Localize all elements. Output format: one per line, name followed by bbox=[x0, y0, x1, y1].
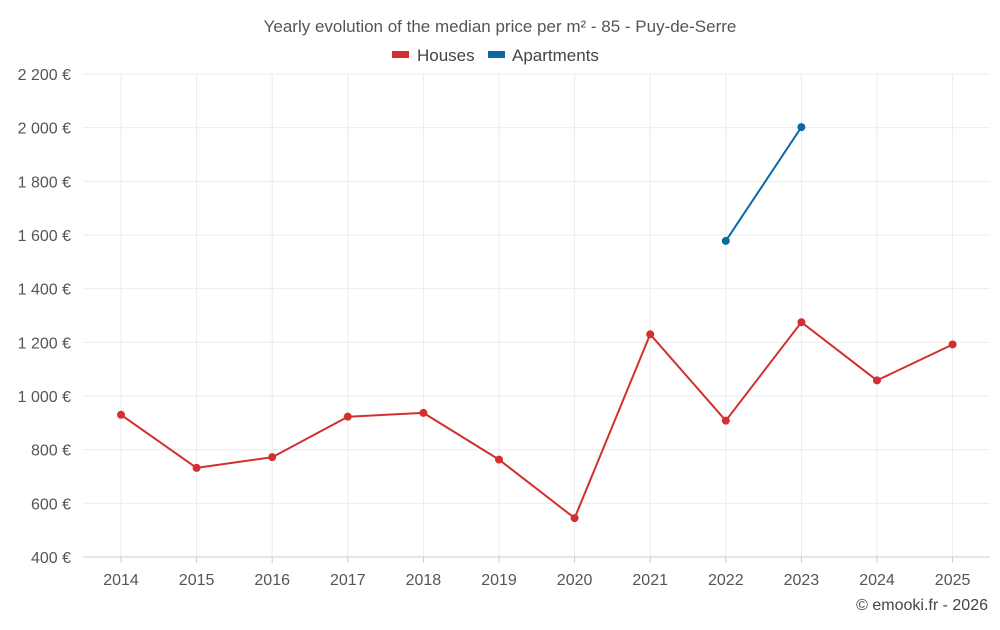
legend-label-apartments[interactable]: Apartments bbox=[512, 46, 599, 65]
x-tick-label-2014: 2014 bbox=[103, 572, 139, 589]
data-point-apartments-2022[interactable] bbox=[721, 236, 730, 245]
series-houses bbox=[117, 318, 957, 523]
x-tick-label-2025: 2025 bbox=[935, 572, 971, 589]
data-point-houses-2022[interactable] bbox=[721, 416, 730, 425]
x-tick-label-2020: 2020 bbox=[557, 572, 593, 589]
data-point-houses-2019[interactable] bbox=[495, 455, 503, 464]
y-tick-label: 1 200 € bbox=[18, 335, 71, 352]
y-tick-label: 1 000 € bbox=[18, 389, 71, 406]
data-point-houses-2021[interactable] bbox=[646, 330, 655, 339]
y-tick-label: 1 600 € bbox=[18, 228, 71, 245]
x-tick-label-2016: 2016 bbox=[254, 572, 290, 589]
y-tick-label: 2 200 € bbox=[18, 67, 71, 84]
legend-swatch-houses[interactable] bbox=[392, 51, 409, 58]
y-tick-label: 1 400 € bbox=[18, 282, 71, 299]
series-layer bbox=[117, 123, 957, 523]
legend: Houses Apartments bbox=[392, 46, 599, 65]
series-apartments bbox=[721, 123, 806, 245]
data-point-apartments-2023[interactable] bbox=[797, 123, 806, 132]
x-tick-label-2018: 2018 bbox=[406, 572, 442, 589]
y-tick-label: 400 € bbox=[31, 550, 71, 567]
chart-title: Yearly evolution of the median price per… bbox=[264, 17, 737, 36]
data-point-houses-2025[interactable] bbox=[948, 340, 957, 349]
data-point-houses-2020[interactable] bbox=[570, 514, 579, 523]
y-tick-label: 800 € bbox=[31, 443, 71, 460]
x-tick-label-2017: 2017 bbox=[330, 572, 366, 589]
series-line-apartments bbox=[724, 126, 803, 242]
y-tick-label: 1 800 € bbox=[18, 174, 71, 191]
y-axis: 400 € 600 € 800 € 1 000 € 1 200 € 1 400 € 1 60… bbox=[18, 67, 71, 567]
legend-label-houses[interactable]: Houses bbox=[417, 46, 475, 65]
data-point-houses-2017[interactable] bbox=[343, 412, 352, 421]
legend-swatch-apartments[interactable] bbox=[488, 51, 505, 58]
x-tick-label-2019: 2019 bbox=[481, 572, 517, 589]
data-point-houses-2024[interactable] bbox=[873, 376, 881, 385]
series-line-houses bbox=[120, 321, 954, 520]
x-tick-label-2021: 2021 bbox=[632, 572, 668, 589]
x-tick-label-2023: 2023 bbox=[784, 572, 820, 589]
grid bbox=[83, 73, 990, 558]
data-point-houses-2018[interactable] bbox=[419, 408, 428, 417]
data-point-houses-2014[interactable] bbox=[117, 410, 125, 419]
data-point-houses-2023[interactable] bbox=[797, 318, 806, 327]
y-tick-label: 2 000 € bbox=[18, 121, 71, 138]
x-tick-label-2022: 2022 bbox=[708, 572, 744, 589]
x-axis: 2014 2015 2016 2017 2018 2019 2020 2021 2022 2023… bbox=[83, 556, 990, 589]
x-tick-label-2015: 2015 bbox=[179, 572, 215, 589]
x-tick-label-2024: 2024 bbox=[859, 572, 895, 589]
data-point-houses-2016[interactable] bbox=[268, 453, 277, 462]
data-point-houses-2015[interactable] bbox=[192, 463, 201, 472]
y-tick-label: 600 € bbox=[31, 496, 71, 513]
credit-text: © emooki.fr - 2026 bbox=[856, 597, 988, 614]
